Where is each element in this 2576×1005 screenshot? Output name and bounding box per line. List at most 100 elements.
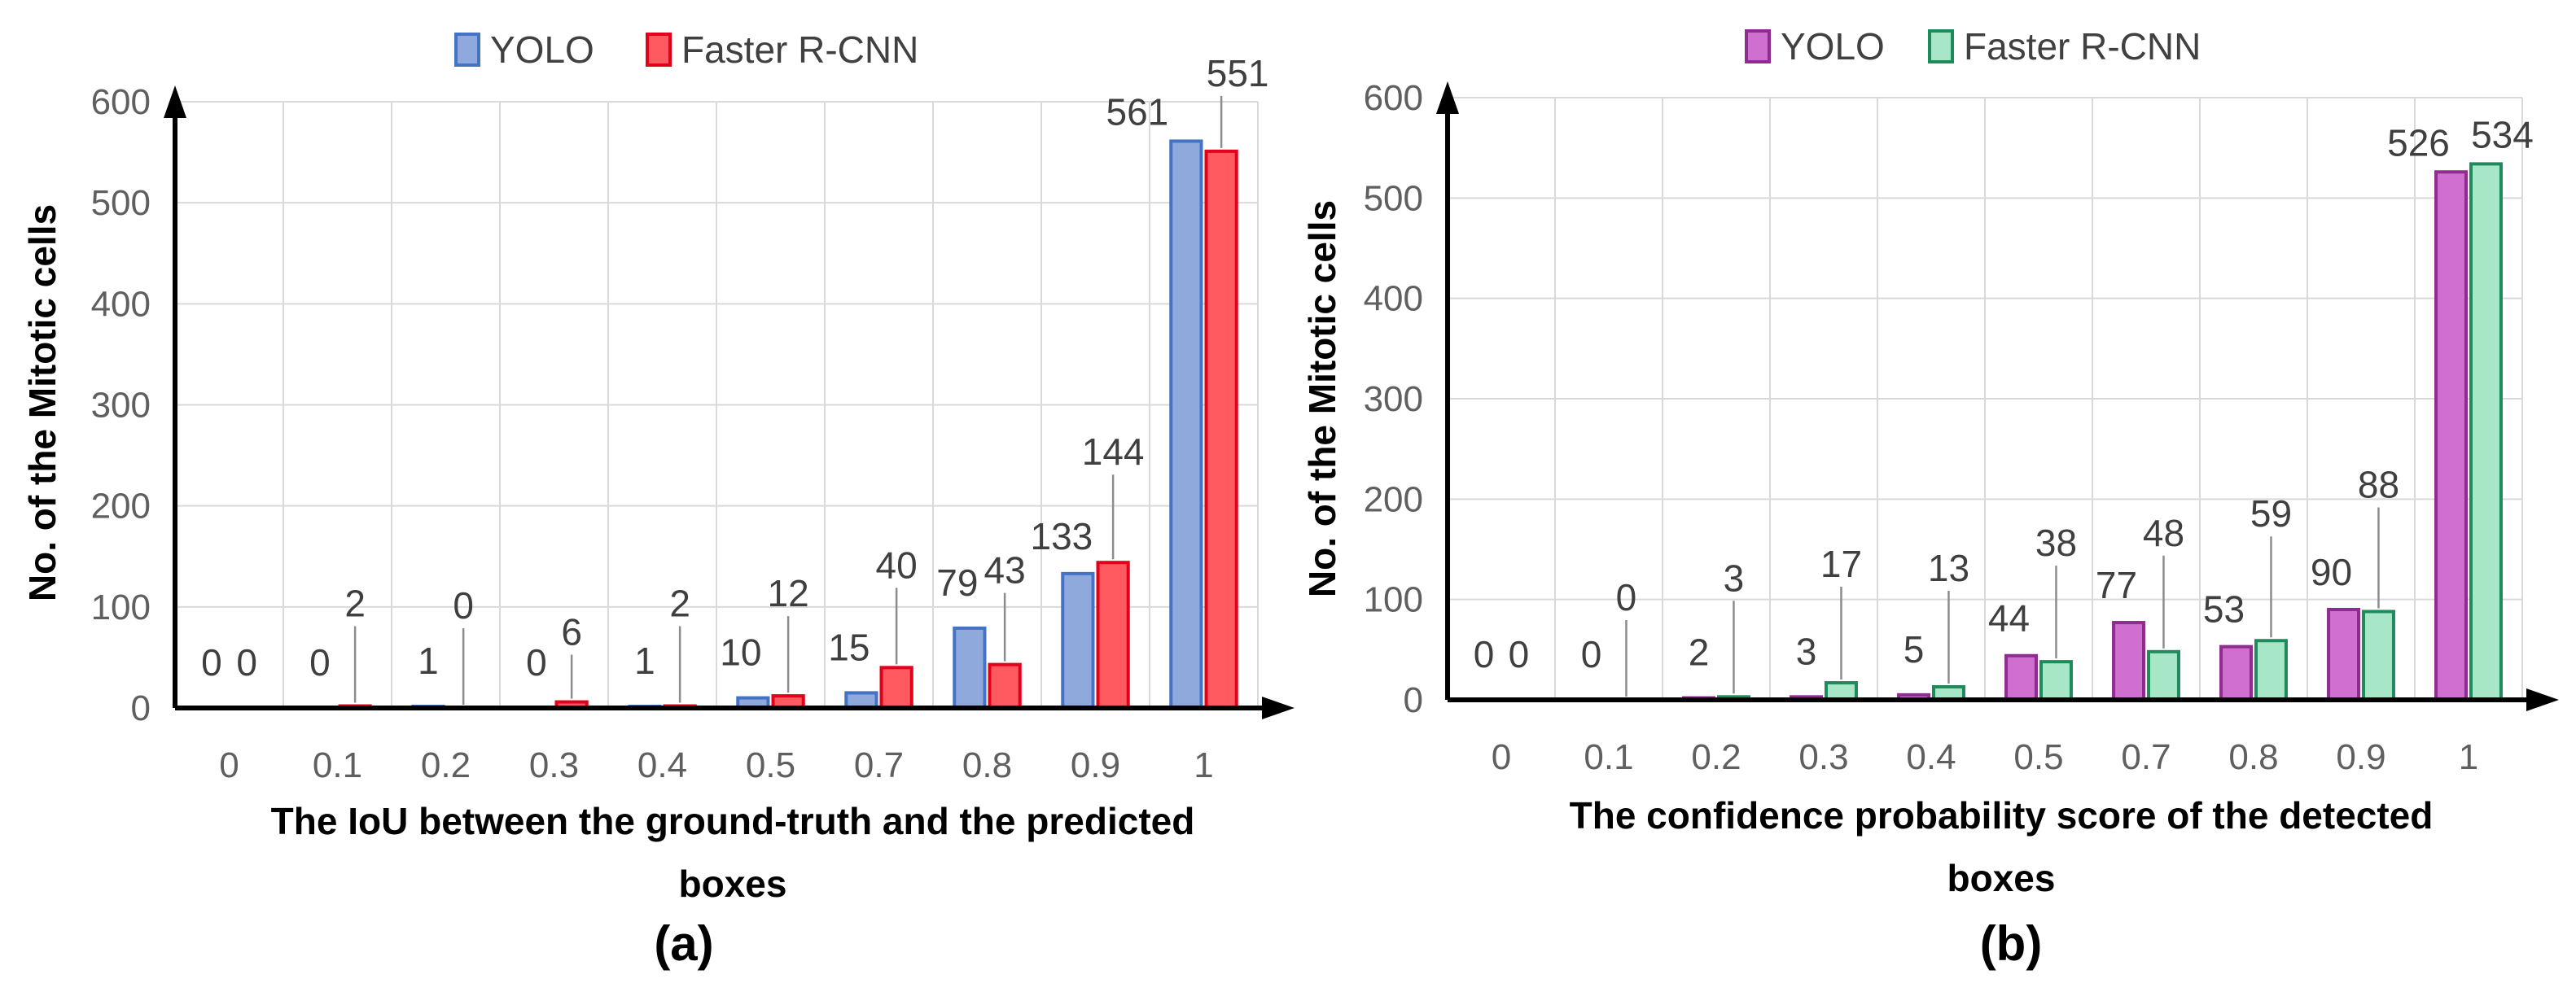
x-tick-label: 0.4 [1906,737,1956,777]
x-axis-title-line: boxes [1947,857,2056,899]
data-label: 40 [876,544,918,586]
bar [953,626,987,710]
data-label: 2 [1689,631,1710,674]
x-tick-label: 0.1 [1584,737,1633,777]
data-label: 3 [1724,557,1745,599]
data-label: 0 [236,641,257,684]
y-axis-title: No. of the Mitotic cells [21,204,64,601]
data-label: 79 [936,561,978,604]
data-label: 5 [1904,628,1925,671]
data-label: 38 [2035,522,2077,564]
legend-label: Faster R-CNN [681,28,918,71]
data-label: 48 [2143,512,2184,554]
data-label: 133 [1031,515,1093,557]
x-tick-label: 0 [219,745,239,785]
y-tick-label: 0 [1404,680,1423,720]
y-tick-label: 300 [1364,379,1423,419]
gridlines [174,101,1259,709]
data-label: 59 [2250,492,2292,535]
x-tick-label: 0.3 [1798,737,1848,777]
x-tick-label: 0.7 [854,745,904,785]
x-tick-label: 0.7 [2121,737,2171,777]
data-label: 0 [1509,633,1530,675]
x-axis-title-line: The confidence probability score of the … [1570,794,2434,837]
y-tick-label: 400 [91,284,151,324]
bar [1825,681,1858,701]
data-label: 10 [720,631,761,674]
panel-label: (a) [654,916,713,971]
x-tick-label: 0.2 [1691,737,1741,777]
data-label: 0 [201,641,222,684]
bar [988,662,1022,710]
x-axis-title-line: The IoU between the ground-truth and the… [271,800,1195,842]
data-label: 90 [2311,551,2352,593]
data-label: 0 [1581,633,1602,675]
bar [2327,608,2361,701]
x-tick-label: 0 [1492,737,1511,777]
axes [1436,81,2559,711]
data-label: 77 [2096,564,2137,606]
x-tick-label: 1 [2459,737,2478,777]
x-axis-arrow [1262,697,1295,719]
data-label: 2 [669,583,690,625]
legend-label: YOLO [1781,25,1885,68]
data-label: 551 [1207,52,1269,94]
data-label: 0 [1616,576,1637,618]
y-tick-label: 300 [91,386,151,426]
bar [2147,649,2180,701]
bar [2112,621,2146,701]
data-label: 1 [418,640,439,682]
data-label: 12 [768,572,809,614]
bar [2004,653,2039,702]
axes [164,85,1295,719]
y-axis-arrow [164,85,186,118]
x-tick-label: 0.5 [2013,737,2063,777]
y-tick-label: 600 [1364,78,1423,118]
bar [1169,139,1203,710]
data-label: 3 [1796,630,1817,672]
data-label: 0 [309,641,331,684]
data-label: 2 [344,583,366,625]
y-axis-arrow [1436,81,1459,114]
data-label: 53 [2203,588,2245,631]
y-tick-label: 100 [91,588,151,627]
data-label: 17 [1820,543,1862,585]
legend-swatch [1745,29,1771,63]
y-tick-label: 500 [91,183,151,223]
x-axis-arrow [2526,688,2559,711]
data-label: 88 [2358,463,2399,505]
bar [879,666,913,710]
data-label: 6 [561,611,582,653]
legend-swatch [646,33,672,67]
legend: YOLO Faster R-CNN [1745,25,2201,68]
data-label: 144 [1082,430,1145,473]
data-label: 15 [828,626,870,668]
data-label: 0 [453,584,474,627]
y-tick-label: 0 [131,688,151,728]
bar [2362,610,2395,702]
data-label: 526 [2387,121,2450,164]
legend-swatch [1928,29,1954,63]
x-axis-title: The confidence probability score of the … [1570,794,2434,899]
x-tick-label: 0.1 [313,745,362,785]
legend-swatch [454,33,480,67]
x-tick-label: 1 [1194,745,1213,785]
y-tick-label: 200 [91,487,151,527]
y-tick-label: 600 [91,82,151,122]
bar [2469,162,2503,701]
data-label: 1 [634,640,655,682]
data-label: 0 [1474,633,1495,675]
bar [2219,645,2254,702]
legend-label: Faster R-CNN [1964,25,2201,68]
x-tick-label: 0.5 [746,745,795,785]
data-label: 561 [1106,90,1169,133]
bar [1096,561,1130,710]
x-tick-label: 0.4 [637,745,687,785]
x-tick-label: 0.2 [421,745,471,785]
data-label: 0 [526,641,547,684]
